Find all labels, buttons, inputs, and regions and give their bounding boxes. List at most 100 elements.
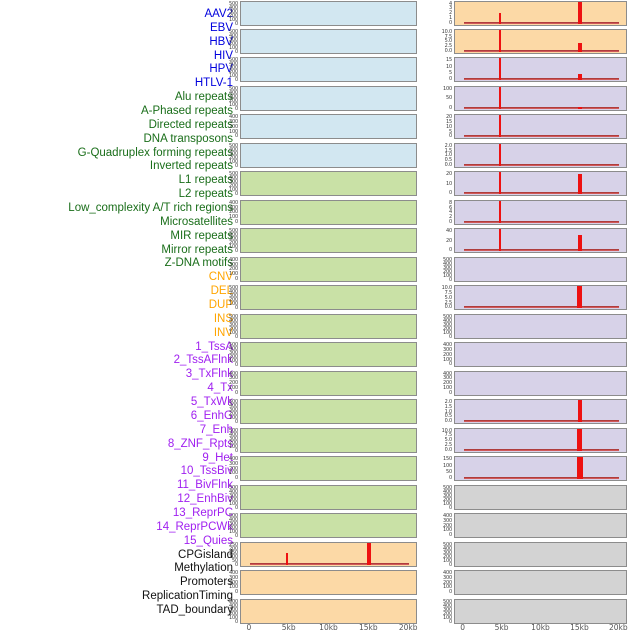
y-tick-label: 500 <box>229 28 238 35</box>
y-tick-label: 0 <box>449 19 452 26</box>
x-axis-tick: 15kb <box>358 623 378 630</box>
track-panel <box>454 0 627 26</box>
y-tick-label: 500 <box>443 598 452 605</box>
track-row: 500 400 300 200 100 0 <box>222 484 417 510</box>
track-panel <box>240 142 417 168</box>
track-row: 500 400 300 200 100 0 <box>222 513 417 539</box>
y-tick-label: 300 <box>229 204 238 211</box>
y-tick-label: 100 <box>229 44 238 51</box>
y-tick-label: 200 <box>229 325 238 332</box>
y-tick-label: 0 <box>449 190 452 197</box>
track-row: 500 400 300 200 100 0 <box>222 399 417 425</box>
y-tick-label: 5.0 <box>444 38 453 45</box>
track-row: 2.0 1.5 1.0 0.5 0.0 <box>436 399 627 425</box>
y-tick-label: 400 <box>229 114 238 121</box>
track-label: G-Quadruplex forming repeats <box>77 146 233 159</box>
y-axis-ticks: 400 300 200 100 0 <box>222 114 239 139</box>
y-tick-label: 300 <box>443 549 452 556</box>
y-tick-label: 400 <box>443 488 452 495</box>
track-row: 500 400 300 200 100 0 <box>222 342 417 368</box>
y-tick-label: 5 <box>449 70 452 77</box>
signal-spike <box>577 235 582 252</box>
track-panel <box>240 313 417 339</box>
y-tick-label: 2 <box>449 10 452 16</box>
x-axis-tick: 10kb <box>319 623 338 630</box>
y-tick-label: 400 <box>443 513 452 520</box>
track-panel <box>454 228 627 254</box>
track-label: INV <box>213 326 233 339</box>
y-tick-label: 100 <box>229 384 238 391</box>
track-panel <box>240 256 417 282</box>
y-axis-ticks: 500 400 300 200 100 0 <box>436 485 453 510</box>
y-tick-label: 100 <box>229 358 238 365</box>
y-axis-ticks: 500 400 300 200 100 0 <box>222 86 239 111</box>
y-tick-label: 10 <box>446 63 452 70</box>
signal-baseline <box>463 163 620 166</box>
track-panel <box>240 342 417 368</box>
signal-baseline <box>463 21 620 24</box>
track-row: 10.0 7.5 5.0 2.5 0.0 <box>436 427 627 453</box>
y-tick-label: 400 <box>229 456 238 463</box>
track-panel <box>240 513 417 539</box>
signal-baseline <box>463 249 620 252</box>
y-tick-label: 100 <box>443 356 452 363</box>
y-tick-label: 7.5 <box>444 432 453 439</box>
y-tick-label: 200 <box>443 579 452 586</box>
track-row: 400 300 200 100 0 <box>436 370 627 396</box>
y-tick-label: 3 <box>449 5 452 12</box>
y-tick-label: 0.0 <box>444 418 453 425</box>
y-tick-label: 50 <box>446 468 452 475</box>
track-label: 12_EnhBiv <box>177 493 233 506</box>
y-tick-label: 100 <box>229 158 238 165</box>
y-tick-label: 0.0 <box>444 161 453 168</box>
y-tick-label: 400 <box>229 289 238 296</box>
y-tick-label: 100 <box>229 329 238 336</box>
track-row: 400 300 200 100 0 <box>222 114 417 140</box>
track-label: Directed repeats <box>148 118 233 131</box>
y-tick-label: 100 <box>443 557 452 564</box>
x-axis-tick: 0 <box>460 623 466 630</box>
y-axis-ticks: 400 300 200 100 0 <box>436 513 453 538</box>
y-tick-label: 300 <box>443 517 452 524</box>
track-label: DUP <box>208 299 233 312</box>
y-tick-label: 10.0 <box>441 427 453 434</box>
y-tick-label: 0 <box>449 532 452 539</box>
y-tick-label: 0 <box>449 104 452 111</box>
y-tick-label: 500 <box>443 541 452 548</box>
y-tick-label: 250 <box>229 541 238 548</box>
y-tick-label: 400 <box>229 256 238 263</box>
track-label: Microsatellites <box>160 215 233 228</box>
y-tick-label: 300 <box>229 8 238 15</box>
track-row: 400 300 200 100 0 <box>222 570 417 596</box>
track-panel <box>454 513 627 539</box>
y-tick-label: 100 <box>229 470 238 477</box>
track-row: 20 15 10 5 0 <box>436 114 627 140</box>
y-axis-ticks: 500 400 300 200 100 0 <box>222 485 239 510</box>
track-panel <box>454 285 627 311</box>
y-tick-label: 0 <box>449 76 452 83</box>
y-tick-label: 200 <box>229 40 238 47</box>
y-axis-ticks: 400 300 200 100 0 <box>436 342 453 367</box>
track-panel <box>240 484 417 510</box>
track-panel <box>454 256 627 282</box>
y-tick-label: 300 <box>443 606 452 613</box>
y-tick-label: 4 <box>449 209 452 216</box>
y-tick-label: 400 <box>229 403 238 410</box>
y-tick-label: 100 <box>443 384 452 391</box>
y-tick-label: 100 <box>443 614 452 621</box>
y-tick-label: 15 <box>446 119 452 126</box>
signal-spike <box>499 58 502 81</box>
y-tick-label: 2.5 <box>444 43 453 50</box>
y-tick-label: 400 <box>229 431 238 438</box>
y-tick-label: 400 <box>229 4 238 11</box>
y-axis-ticks: 400 300 200 100 0 <box>222 570 239 595</box>
y-tick-label: 5.0 <box>444 294 453 301</box>
y-tick-label: 200 <box>229 12 238 19</box>
y-tick-label: 300 <box>229 150 238 157</box>
y-tick-label: 300 <box>443 321 452 328</box>
track-label-column: AAV2 EBV HBV HIV HPV HTLV-1 Alu repeats A-Phase… <box>0 8 233 618</box>
y-tick-label: 100 <box>443 329 452 336</box>
track-row: 500 400 300 200 100 0 <box>222 285 417 311</box>
